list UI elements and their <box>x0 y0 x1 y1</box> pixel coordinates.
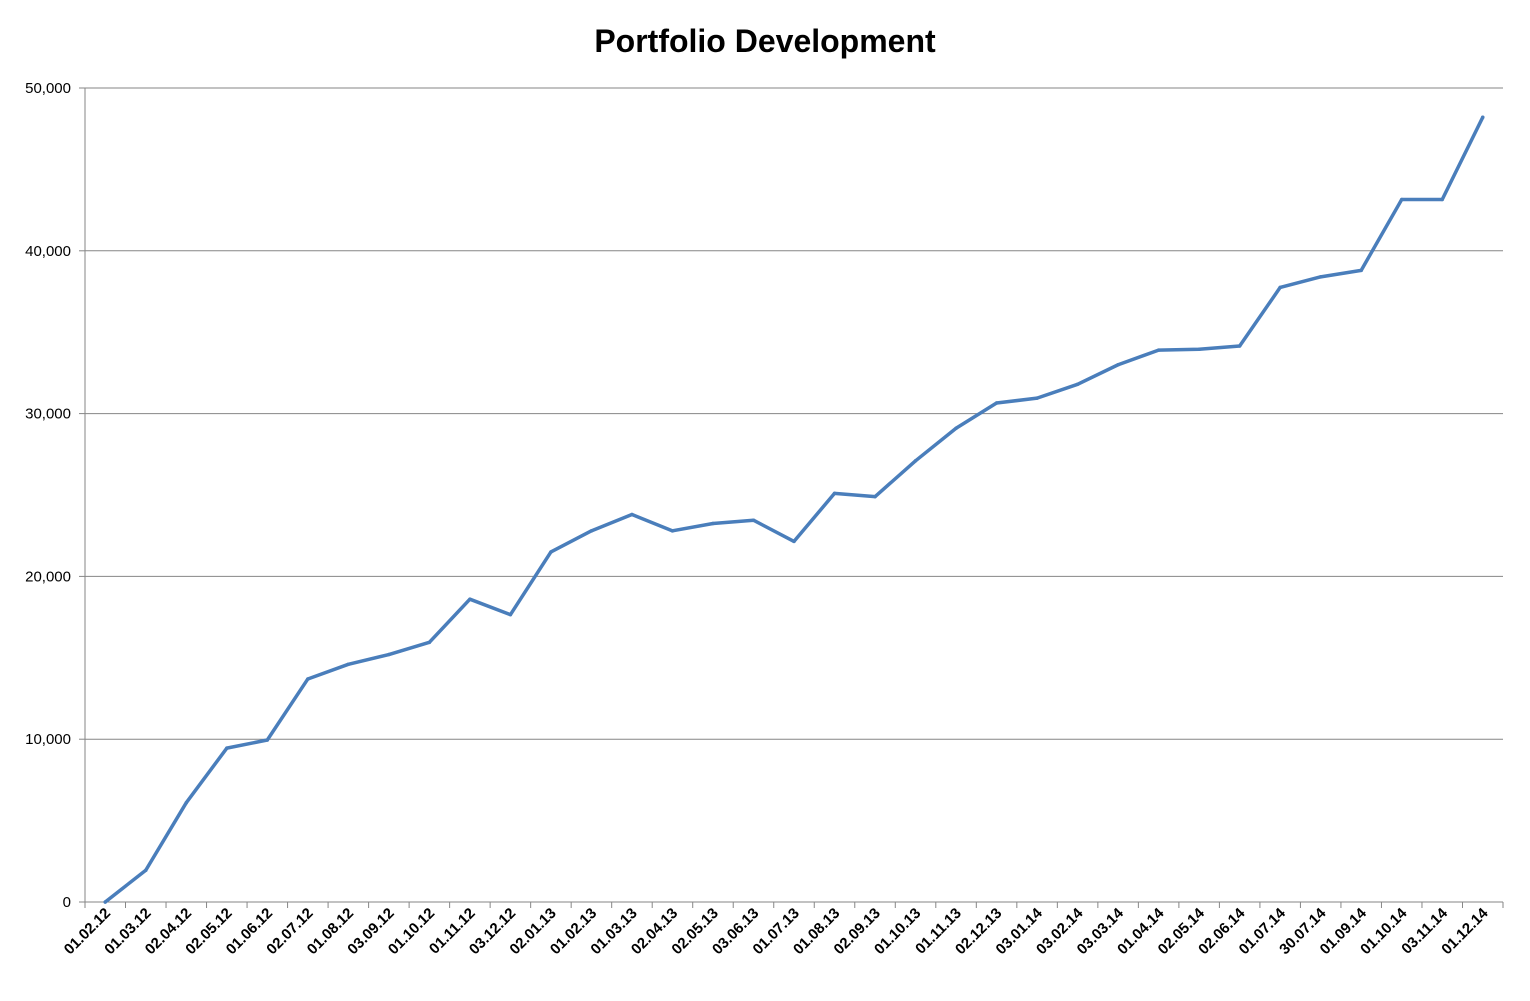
data-point <box>1197 347 1201 352</box>
data-point <box>387 652 391 657</box>
data-point <box>670 529 675 533</box>
data-point <box>711 521 715 526</box>
y-tick-label: 10,000 <box>25 731 71 748</box>
data-point <box>1237 344 1242 348</box>
data-point <box>1116 363 1120 367</box>
data-point <box>468 597 472 601</box>
y-tick-label: 30,000 <box>25 406 71 423</box>
data-point <box>792 539 796 544</box>
data-point <box>954 426 958 431</box>
data-point <box>225 746 229 750</box>
x-axis-tick-labels: 01.02.1201.03.1202.04.1202.05.1201.06.12… <box>61 904 1492 958</box>
data-point <box>1075 382 1080 387</box>
series-group <box>103 115 1485 904</box>
series-line <box>103 115 1485 904</box>
data-point <box>265 738 270 742</box>
y-tick-label: 20,000 <box>25 568 71 585</box>
data-point <box>589 529 594 533</box>
data-point <box>873 494 877 499</box>
data-point <box>994 401 999 405</box>
data-point <box>103 900 108 904</box>
y-tick-label: 50,000 <box>25 80 71 97</box>
gridlines <box>85 87 1503 740</box>
data-point <box>549 550 553 554</box>
data-point <box>832 491 837 496</box>
data-point <box>1399 197 1404 202</box>
data-point <box>1440 197 1444 202</box>
data-point <box>427 640 432 645</box>
y-tick-label: 40,000 <box>25 243 71 260</box>
y-axis-tick-labels: 0 10,000 20,000 30,000 40,000 50,000 <box>25 80 71 911</box>
data-point <box>1318 275 1323 279</box>
y-tick-label: 0 <box>63 894 71 911</box>
chart-title: Portfolio Development <box>594 23 936 59</box>
axes <box>79 87 1504 908</box>
data-point <box>346 662 351 667</box>
data-point <box>751 518 756 522</box>
data-point <box>1156 348 1161 352</box>
data-point <box>144 868 148 873</box>
data-point <box>913 459 918 463</box>
data-point <box>306 677 310 681</box>
data-point <box>630 512 634 517</box>
data-point <box>1480 115 1485 120</box>
data-point <box>184 800 189 805</box>
data-point <box>1278 285 1282 290</box>
data-point <box>1035 396 1039 400</box>
data-point <box>1359 268 1363 273</box>
data-point <box>508 612 513 617</box>
